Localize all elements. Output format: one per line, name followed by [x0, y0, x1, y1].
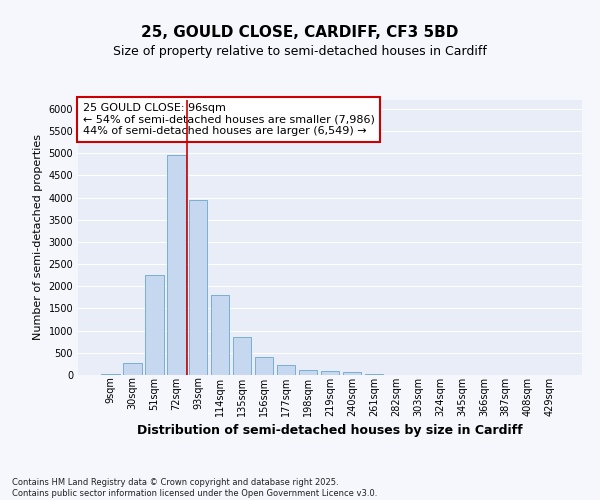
Bar	[233, 338, 251, 375]
Bar	[101, 374, 119, 375]
X-axis label: Distribution of semi-detached houses by size in Cardiff: Distribution of semi-detached houses by …	[137, 424, 523, 437]
Bar	[189, 200, 208, 375]
Bar	[167, 156, 185, 375]
Text: Size of property relative to semi-detached houses in Cardiff: Size of property relative to semi-detach…	[113, 44, 487, 58]
Text: Contains HM Land Registry data © Crown copyright and database right 2025.
Contai: Contains HM Land Registry data © Crown c…	[12, 478, 377, 498]
Bar	[145, 275, 164, 375]
Bar	[211, 295, 229, 375]
Bar	[123, 362, 142, 375]
Text: 25, GOULD CLOSE, CARDIFF, CF3 5BD: 25, GOULD CLOSE, CARDIFF, CF3 5BD	[142, 25, 458, 40]
Y-axis label: Number of semi-detached properties: Number of semi-detached properties	[33, 134, 43, 340]
Bar	[365, 374, 383, 375]
Bar	[320, 372, 340, 375]
Text: 25 GOULD CLOSE: 96sqm
← 54% of semi-detached houses are smaller (7,986)
44% of s: 25 GOULD CLOSE: 96sqm ← 54% of semi-deta…	[83, 103, 375, 136]
Bar	[343, 372, 361, 375]
Bar	[277, 365, 295, 375]
Bar	[299, 370, 317, 375]
Bar	[255, 358, 274, 375]
